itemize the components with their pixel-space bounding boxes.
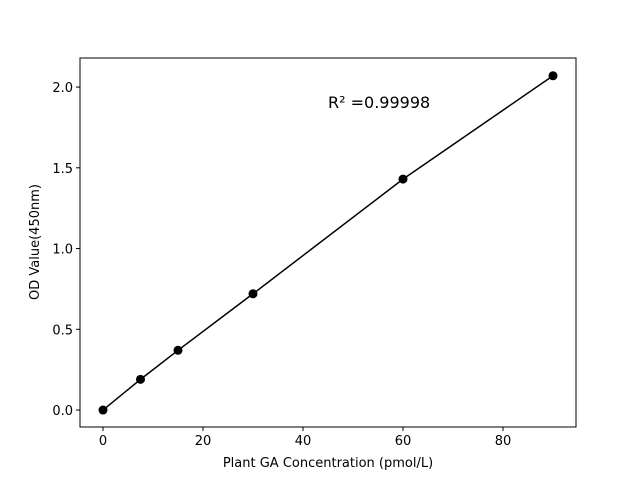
y-axis-label: OD Value(450nm): [28, 184, 43, 300]
axes-frame: [79, 57, 577, 428]
y-tick-label: 1.0: [52, 243, 73, 258]
x-tick-label: 40: [295, 434, 312, 449]
data-point: [136, 374, 145, 384]
series-line: [102, 75, 554, 411]
y-tick-label: 0.0: [52, 404, 73, 419]
data-point: [548, 71, 558, 81]
y-tick-label: 0.5: [52, 323, 73, 338]
data-point: [98, 405, 108, 415]
data-point: [248, 289, 258, 299]
r-squared-annotation: R² =0.99998: [328, 93, 430, 112]
y-tick-label: 1.5: [52, 162, 73, 177]
x-tick-label: 80: [495, 434, 512, 449]
data-point: [173, 345, 183, 355]
x-tick-label: 60: [395, 434, 412, 449]
x-axis-label: Plant GA Concentration (pmol/L): [223, 456, 433, 471]
y-tick-label: 2.0: [52, 81, 73, 96]
x-tick-label: 20: [195, 434, 212, 449]
data-point: [398, 174, 408, 184]
x-tick-label: 0: [99, 434, 107, 449]
